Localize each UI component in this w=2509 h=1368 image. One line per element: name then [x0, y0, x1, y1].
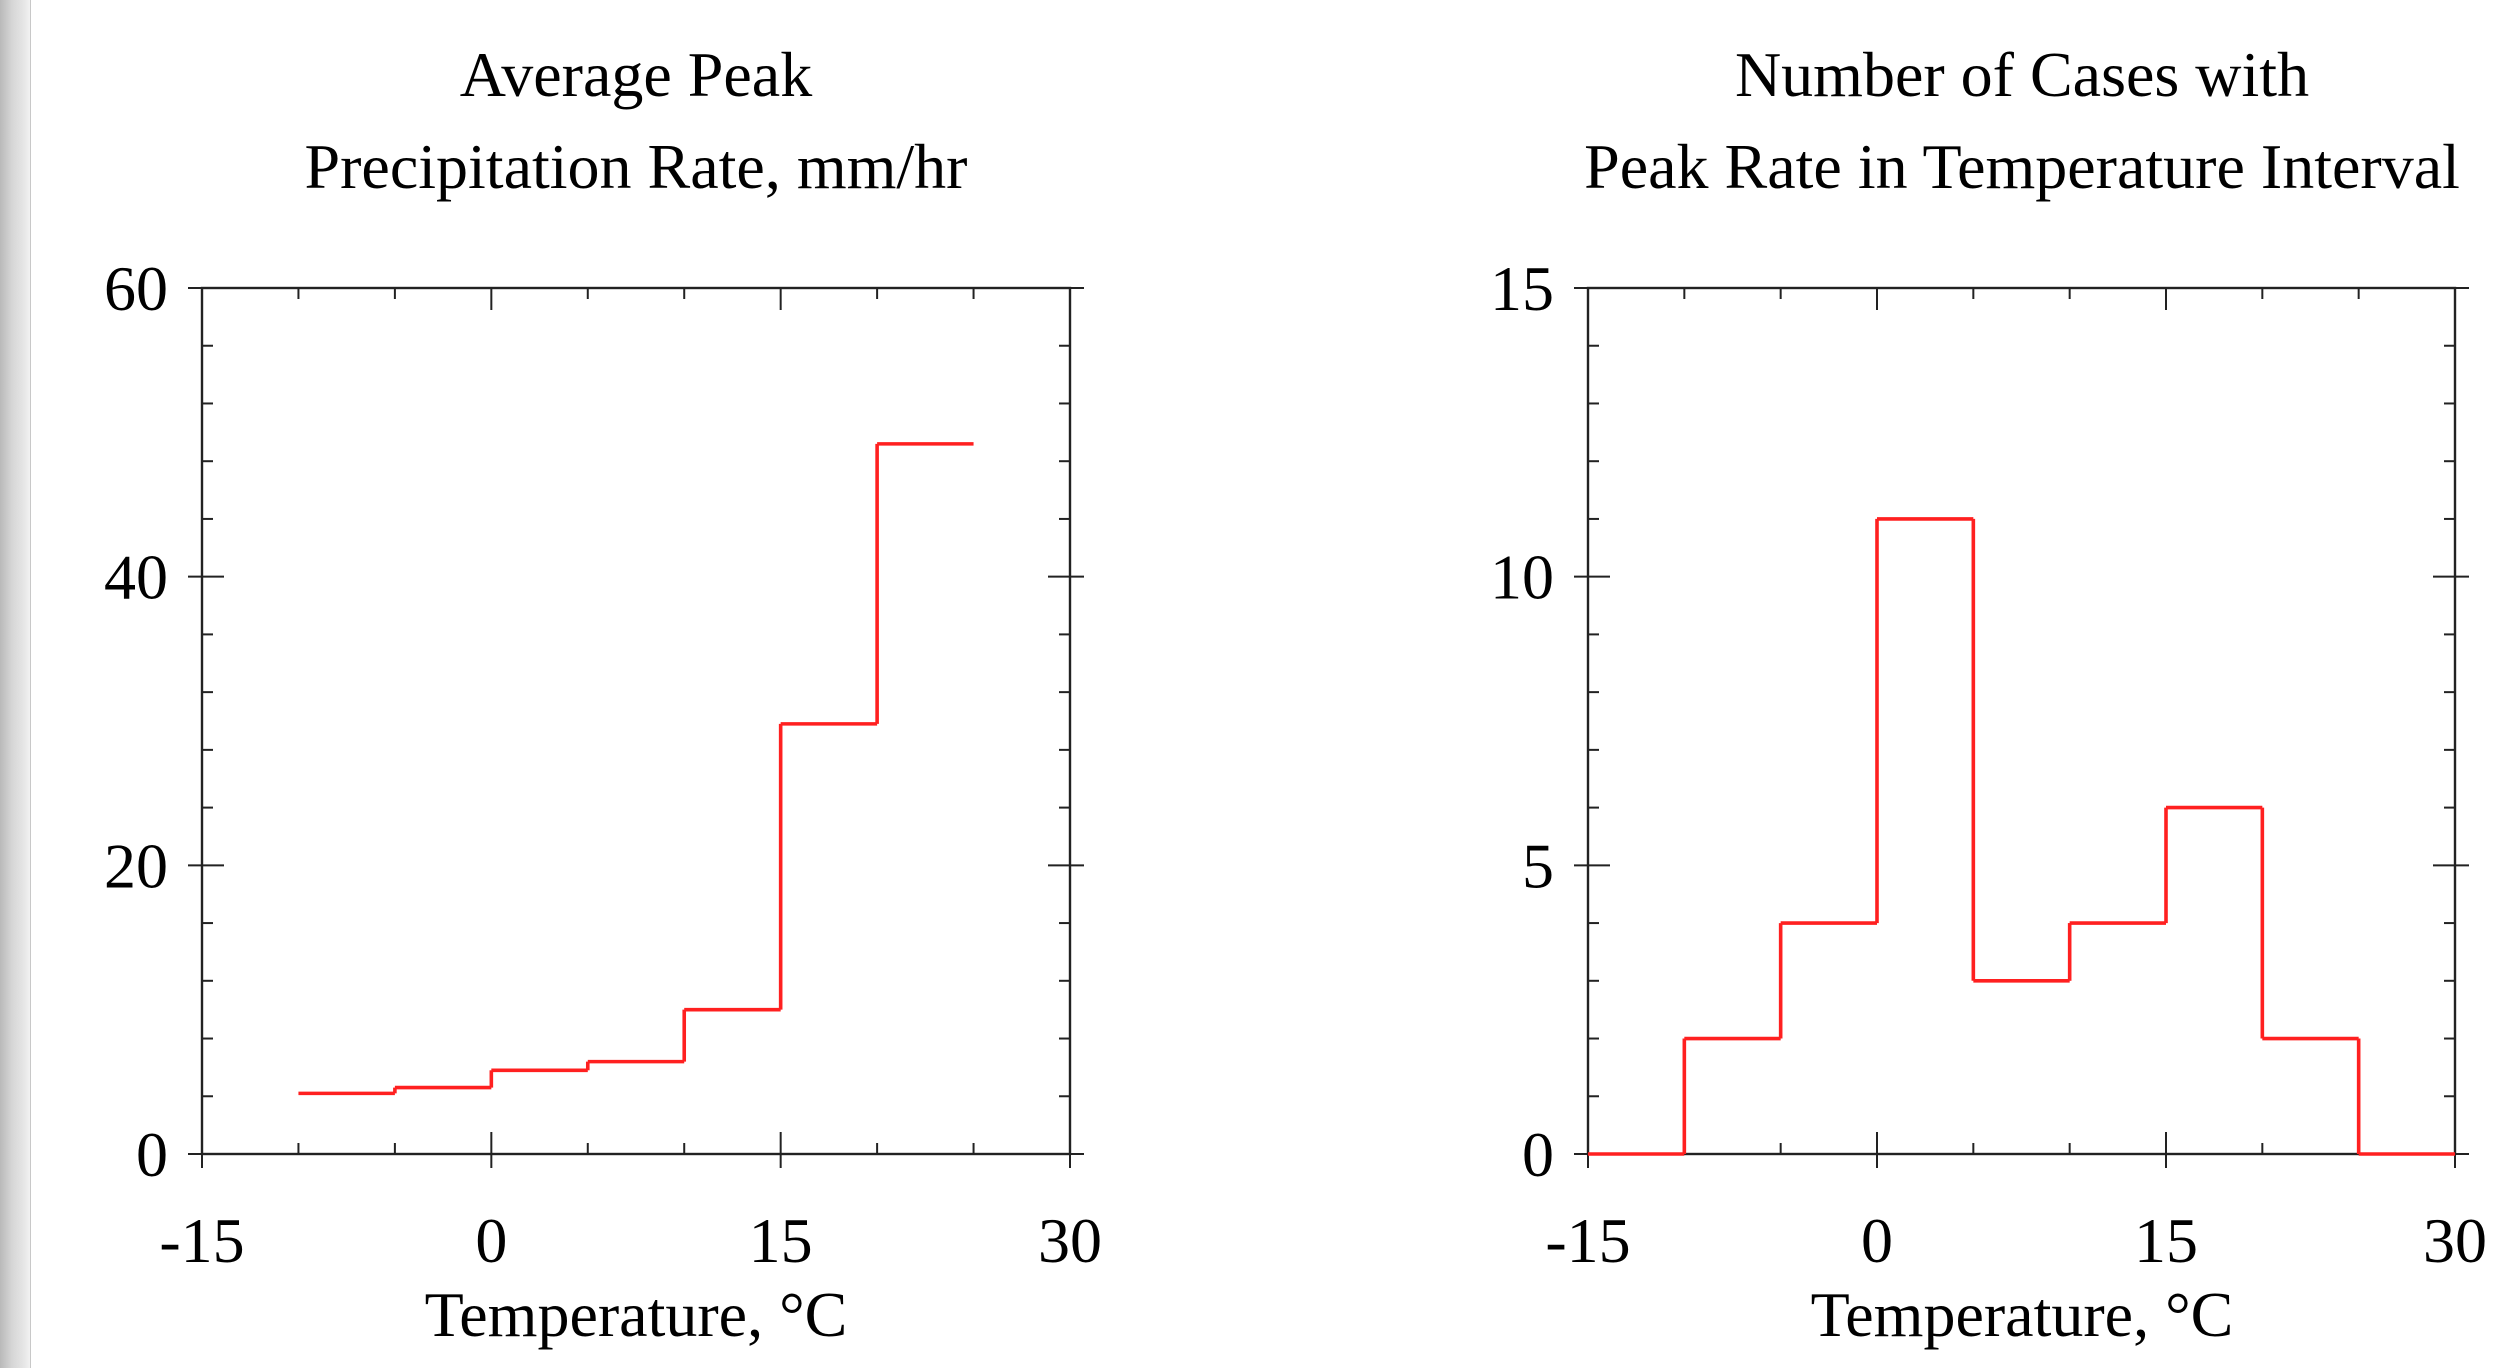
x-tick-label: 0: [1861, 1205, 1893, 1276]
y-tick-label: 10: [1490, 542, 1554, 613]
chart-title-line-1: Number of Cases with: [1735, 39, 2309, 110]
plot-frame: [200, 286, 1072, 1156]
chart-case-count: Number of Cases with Peak Rate in Tempera…: [1490, 39, 2487, 1350]
y-tick-label: 0: [136, 1119, 168, 1190]
chart-title-line-2: Precipitation Rate, mm/hr: [305, 131, 968, 202]
chart-precip-rate: Average Peak Precipitation Rate, mm/hr -15…: [104, 39, 1102, 1350]
x-axis-label: Temperature, °C: [425, 1279, 848, 1350]
x-axis-label: Temperature, °C: [1811, 1279, 2234, 1350]
y-tick-label: 15: [1490, 253, 1554, 324]
series-step-line: [298, 442, 974, 1096]
chart-title-line-2: Peak Rate in Temperature Interval: [1584, 131, 2460, 202]
plot-frame: [1586, 286, 2457, 1156]
y-tick-label: 0: [1522, 1119, 1554, 1190]
y-tick-label: 40: [104, 542, 168, 613]
chart-title-line-1: Average Peak: [460, 39, 812, 110]
x-tick-label: 15: [2134, 1205, 2198, 1276]
x-tick-label: 30: [2423, 1205, 2487, 1276]
x-tick-label: -15: [159, 1205, 244, 1276]
series-step-line: [1588, 517, 2455, 1156]
x-tick-label: 0: [475, 1205, 507, 1276]
y-tick-label: 5: [1522, 830, 1554, 901]
x-tick-label: -15: [1545, 1205, 1630, 1276]
x-tick-label: 30: [1038, 1205, 1102, 1276]
y-tick-label: 60: [104, 253, 168, 324]
x-tick-label: 15: [749, 1205, 813, 1276]
window-left-edge: [0, 0, 31, 1368]
y-tick-label: 20: [104, 830, 168, 901]
